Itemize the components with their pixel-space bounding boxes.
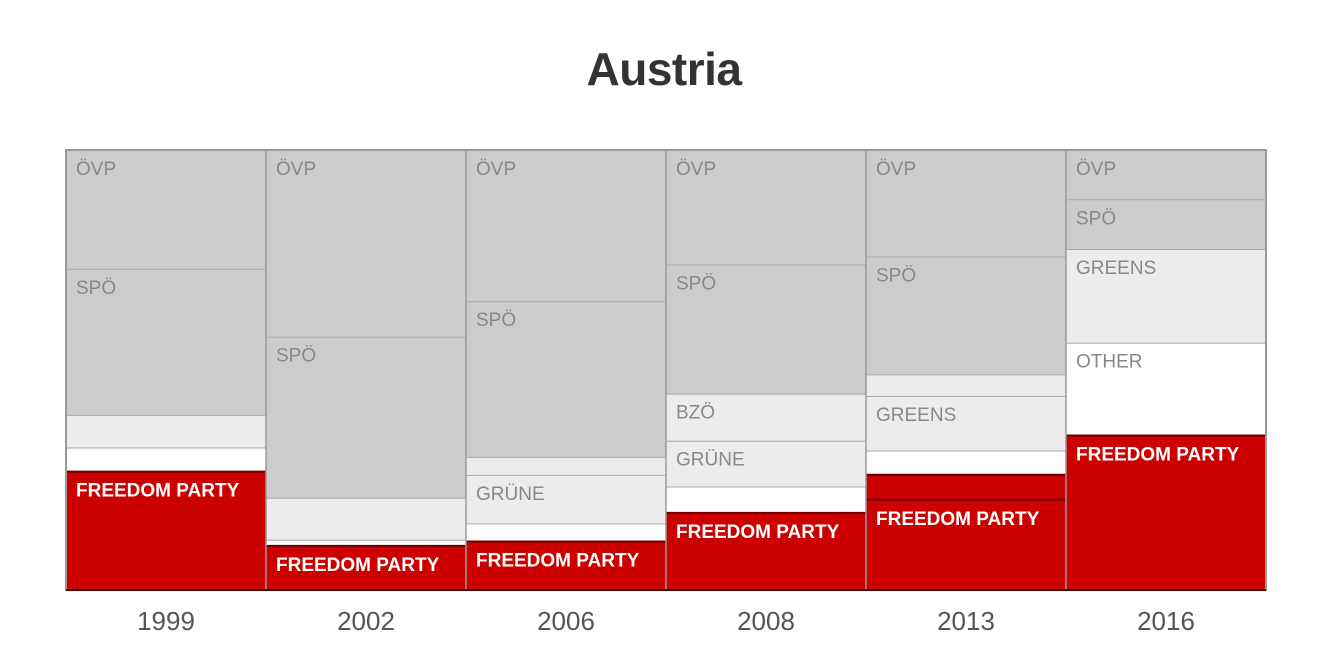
bar-segment-2008-1 [666,486,866,513]
freedom-party-label-2002: FREEDOM PARTY [276,555,440,576]
party-label-2013-5: SPÖ [876,265,916,286]
freedom-party-label-2013: FREEDOM PARTY [876,509,1040,530]
chart-title: Austria [586,43,742,95]
party-label-2008-3: BZÖ [676,403,715,424]
party-label-2002-3: SPÖ [276,346,316,367]
bar-segment-2013-0 [866,499,1066,590]
bar-segment-1999-1 [66,447,266,472]
freedom-party-label-2008: FREEDOM PARTY [676,522,840,543]
bar-segment-2008-4 [666,264,866,394]
year-label-2013: 2013 [937,606,995,636]
party-label-2008-5: ÖVP [676,159,716,180]
party-label-2013-6: ÖVP [876,159,916,180]
bar-segment-2016-4 [1066,150,1266,200]
bar-segment-2016-0 [1066,435,1266,590]
bar-segment-1999-0 [66,471,266,590]
bar-segment-2002-1 [266,539,466,546]
party-label-2016-3: SPÖ [1076,208,1116,229]
year-label-2002: 2002 [337,606,395,636]
party-label-2006-4: SPÖ [476,310,516,331]
year-label-2008: 2008 [737,606,795,636]
bar-segment-2002-2 [266,497,466,540]
party-label-2008-4: SPÖ [676,274,716,295]
bar-segment-2013-4 [866,374,1066,396]
bar-segment-2013-2 [866,450,1066,475]
bar-segment-1999-2 [66,414,266,448]
bar-segment-2008-0 [666,512,866,590]
party-label-2006-5: ÖVP [476,159,516,180]
bar-segment-2016-2 [1066,249,1266,343]
party-label-2016-2: GREENS [1076,258,1156,279]
bar-segment-1999-3 [66,268,266,415]
bar-segment-1999-4 [66,150,266,269]
party-label-2002-4: ÖVP [276,159,316,180]
party-label-1999-4: ÖVP [76,159,116,180]
party-label-2016-4: ÖVP [1076,159,1116,180]
bar-segment-2006-2 [466,474,666,524]
bar-segment-2008-5 [666,150,866,265]
bar-segment-2008-3 [666,393,866,441]
bar-segment-2016-3 [1066,199,1266,249]
bar-segment-2002-3 [266,336,466,498]
bar-segment-2002-0 [266,545,466,590]
bar-segment-2008-2 [666,440,866,487]
bar-segment-2013-3 [866,395,1066,451]
bar-segment-2002-4 [266,150,466,337]
bar-segment-2016-1 [1066,342,1266,436]
bar-segment-2013-6 [866,150,1066,257]
bar-segment-2013-5 [866,256,1066,375]
freedom-party-label-2006: FREEDOM PARTY [476,551,640,572]
bar-segment-2006-3 [466,456,666,475]
party-label-2016-1: OTHER [1076,352,1143,373]
bar-segment-2006-0 [466,541,666,590]
party-label-2013-3: GREENS [876,405,956,426]
year-label-2016: 2016 [1137,606,1195,636]
party-label-2006-2: GRÜNE [476,484,545,505]
bar-segment-2006-4 [466,301,666,457]
freedom-party-label-1999: FREEDOM PARTY [76,481,240,502]
freedom-party-label-2016: FREEDOM PARTY [1076,445,1240,466]
year-label-2006: 2006 [537,606,595,636]
bar-segment-2006-1 [466,523,666,542]
year-label-1999: 1999 [137,606,195,636]
bar-segment-2006-5 [466,150,666,302]
bar-segment-2013-1 [866,474,1066,500]
party-label-1999-3: SPÖ [76,278,116,299]
party-label-2008-2: GRÜNE [676,450,745,471]
